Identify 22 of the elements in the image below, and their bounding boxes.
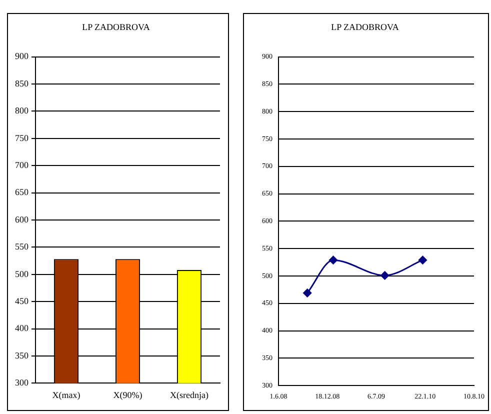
point [380, 271, 390, 280]
y-tick-label: 900 [15, 51, 29, 62]
y-tick-label: 300 [15, 378, 29, 388]
y-tick-label: 850 [15, 78, 29, 88]
y-tick-label: 600 [15, 214, 29, 224]
chart-title: LP ZADOBROVA [82, 22, 150, 32]
x-tick-label: X(srednja) [170, 390, 208, 400]
x-tick-label: X(max) [52, 390, 80, 400]
x-tick-label: X(90%) [113, 390, 142, 400]
y-tick-label: 800 [15, 106, 29, 116]
y-tick-label: 500 [15, 268, 29, 279]
chart-title: LP ZADOBROVA [331, 22, 400, 32]
y-tick-label: 650 [15, 187, 29, 198]
point [303, 288, 312, 298]
y-tick-label: 350 [15, 350, 29, 360]
point [418, 256, 427, 264]
y-tick-label: 700 [15, 160, 29, 170]
y-tick-label: 750 [15, 132, 29, 143]
point [328, 256, 338, 264]
y-tick-label: 450 [15, 296, 29, 306]
y-tick-label: 400 [15, 323, 29, 334]
y-tick-label: 550 [15, 242, 29, 252]
